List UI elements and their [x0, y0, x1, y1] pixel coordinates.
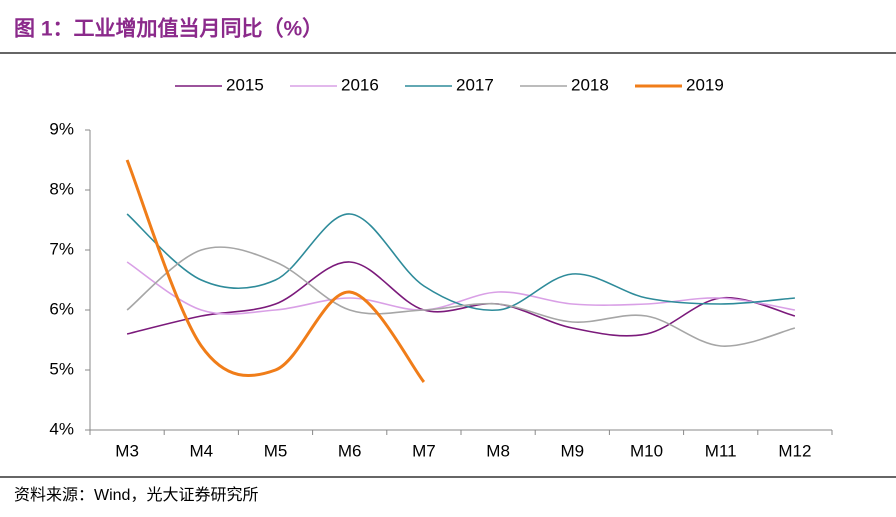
x-tick-label: M7 [412, 441, 436, 460]
y-tick-label: 4% [49, 419, 74, 438]
x-tick-label: M8 [486, 441, 510, 460]
y-tick-label: 8% [49, 179, 74, 198]
legend-label: 2018 [571, 75, 609, 94]
x-tick-label: M6 [338, 441, 362, 460]
x-tick-label: M11 [705, 441, 737, 460]
legend-label: 2017 [456, 75, 494, 94]
y-tick-label: 7% [49, 239, 74, 258]
legend-label: 2019 [686, 75, 724, 94]
chart-title: 图 1：工业增加值当月同比（%） [14, 17, 323, 41]
x-tick-label: M5 [264, 441, 288, 460]
x-tick-label: M4 [189, 441, 213, 460]
y-tick-label: 6% [49, 299, 74, 318]
line-series [126, 213, 795, 312]
x-tick-label: M12 [778, 441, 811, 460]
legend-label: 2015 [226, 75, 264, 94]
line-series [126, 246, 796, 347]
x-tick-label: M9 [560, 441, 584, 460]
y-tick-label: 9% [49, 119, 74, 138]
x-tick-label: M3 [115, 441, 139, 460]
y-tick-label: 5% [49, 359, 74, 378]
x-tick-label: M10 [630, 441, 663, 460]
legend-label: 2016 [341, 75, 379, 94]
line-series [125, 159, 426, 383]
line-series [126, 261, 796, 337]
source-note: 资料来源：Wind，光大证券研究所 [14, 486, 258, 504]
